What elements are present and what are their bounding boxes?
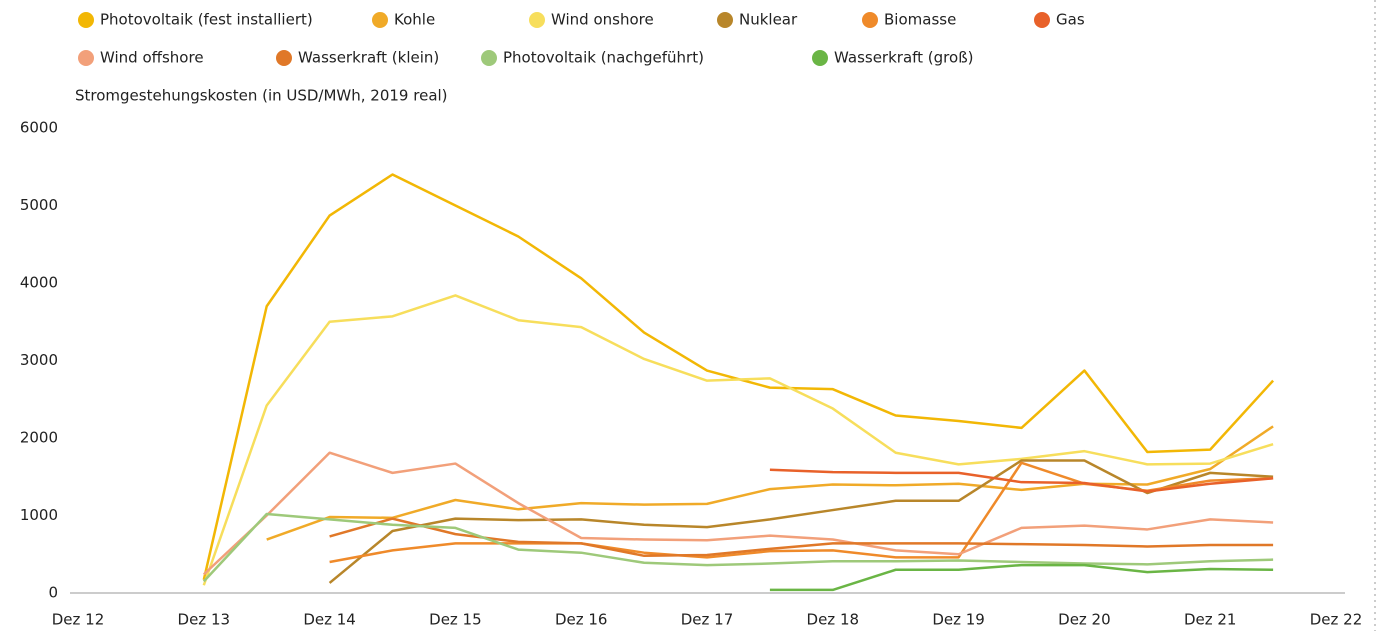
x-tick-label: Dez 16 [555,611,608,629]
legend-label: Wind onshore [551,11,654,29]
y-tick-label: 6000 [20,119,58,137]
x-tick-label: Dez 14 [303,611,356,629]
legend-label: Nuklear [739,11,798,29]
legend-marker [529,12,545,28]
x-tick-label: Dez 13 [178,611,231,629]
series-line [202,294,1274,586]
y-tick-label: 5000 [20,196,58,214]
legend-label: Wasserkraft (groß) [834,49,974,67]
legend-marker [717,12,733,28]
legend-marker [812,50,828,66]
series-line [769,468,1274,493]
x-tick-label: Dez 15 [429,611,482,629]
series-line [328,459,1274,584]
x-tick-label: Dez 12 [52,611,105,629]
legend-label: Photovoltaik (nachgeführt) [503,49,704,67]
y-tick-label: 4000 [20,274,58,292]
legend-label: Photovoltaik (fest installiert) [100,11,313,29]
series-line [202,512,1274,583]
legend-marker [481,50,497,66]
x-tick-label: Dez 18 [807,611,860,629]
x-tick-label: Dez 17 [681,611,734,629]
y-tick-label: 3000 [20,351,58,369]
y-tick-label: 0 [48,584,58,602]
y-axis-title: Stromgestehungskosten (in USD/MWh, 2019 … [75,87,448,105]
x-tick-label: Dez 22 [1310,611,1363,629]
legend-label: Wind offshore [100,49,204,67]
legend-marker [1034,12,1050,28]
legend-marker [78,12,94,28]
y-tick-label: 2000 [20,429,58,447]
series-line [266,425,1274,541]
y-tick-label: 1000 [20,506,58,524]
legend-marker [372,12,388,28]
x-tick-label: Dez 19 [932,611,985,629]
legend-label: Kohle [394,11,435,29]
legend-marker [276,50,292,66]
series-line [202,451,1274,576]
legend-marker [862,12,878,28]
series-line [769,563,1274,592]
legend-label: Wasserkraft (klein) [298,49,439,67]
legend-marker [78,50,94,66]
legend-label: Biomasse [884,11,956,29]
legend-label: Gas [1056,11,1085,29]
series-line [202,173,1275,581]
x-tick-label: Dez 20 [1058,611,1111,629]
x-tick-label: Dez 21 [1184,611,1237,629]
